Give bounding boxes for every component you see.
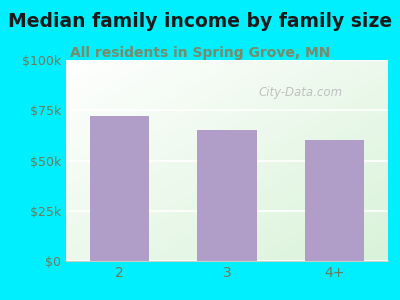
- Text: Median family income by family size: Median family income by family size: [8, 12, 392, 31]
- Bar: [90, 116, 149, 261]
- Bar: [305, 140, 364, 261]
- Bar: [198, 130, 256, 261]
- Text: All residents in Spring Grove, MN: All residents in Spring Grove, MN: [70, 46, 330, 61]
- Text: City-Data.com: City-Data.com: [259, 86, 343, 99]
